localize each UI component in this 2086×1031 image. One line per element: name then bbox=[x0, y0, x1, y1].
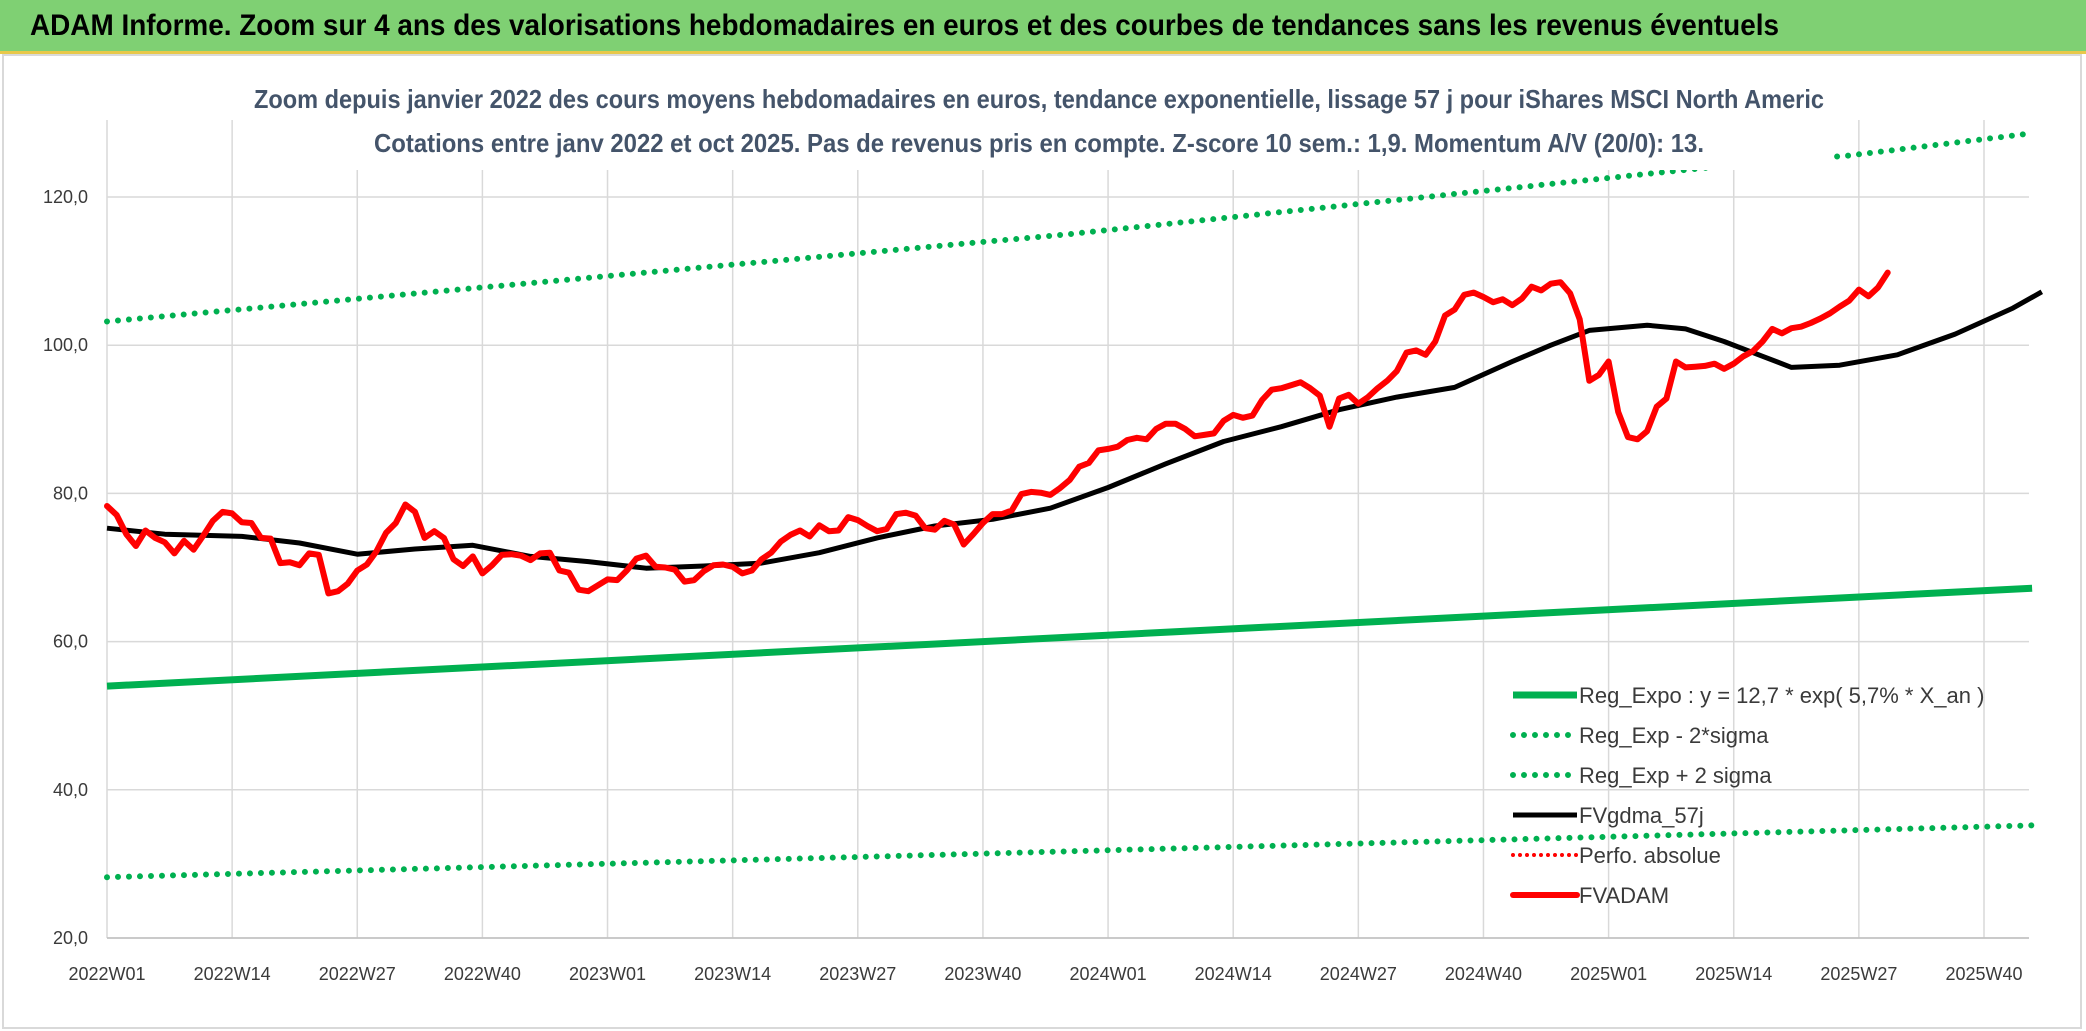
x-tick-label: 2025W40 bbox=[1945, 964, 2022, 984]
report-banner: ADAM Informe. Zoom sur 4 ans des valoris… bbox=[0, 0, 2086, 54]
x-axis-ticks: 2022W01 2022W14 2022W27 2022W40 2023W01 2023W… bbox=[68, 964, 2022, 984]
grid-lines bbox=[106, 120, 2029, 939]
legend-label-fvadam: FVADAM bbox=[1579, 883, 1669, 908]
y-tick-label: 80,0 bbox=[53, 483, 88, 503]
series-lines bbox=[104, 130, 2044, 881]
y-axis-ticks: 20,0 40,0 60,0 80,0 100,0 120,0 bbox=[43, 187, 88, 948]
x-tick-label: 2022W01 bbox=[68, 964, 145, 984]
x-tick-label: 2023W27 bbox=[819, 964, 896, 984]
series-line-fvadam bbox=[104, 269, 1891, 597]
series-line-fvgdma-57j bbox=[106, 289, 2044, 571]
legend-label-reg-exp-2-sigma: Reg_Exp + 2 sigma bbox=[1579, 763, 1772, 788]
x-tick-label: 2025W27 bbox=[1820, 964, 1897, 984]
y-tick-label: 100,0 bbox=[43, 335, 88, 355]
x-tick-label: 2022W40 bbox=[444, 964, 521, 984]
chart-title-line-1: Zoom depuis janvier 2022 des cours moyen… bbox=[254, 84, 1824, 114]
x-tick-label: 2024W01 bbox=[1070, 964, 1147, 984]
x-tick-label: 2023W01 bbox=[569, 964, 646, 984]
report-title: ADAM Informe. Zoom sur 4 ans des valoris… bbox=[30, 9, 1779, 42]
legend-label-perfo-absolue: Perfo. absolue bbox=[1579, 843, 1721, 868]
x-tick-label: 2022W27 bbox=[319, 964, 396, 984]
legend-label-reg-exp-2-sigma: Reg_Exp - 2*sigma bbox=[1579, 723, 1769, 748]
x-tick-label: 2024W27 bbox=[1320, 964, 1397, 984]
x-tick-label: 2025W14 bbox=[1695, 964, 1772, 984]
y-tick-label: 40,0 bbox=[53, 780, 88, 800]
series-line-reg-expo-y-12-7-exp-5-7-x-an bbox=[106, 584, 2033, 690]
y-tick-label: 20,0 bbox=[53, 928, 88, 948]
x-tick-label: 2024W40 bbox=[1445, 964, 1522, 984]
chart-title-line-2: Cotations entre janv 2022 et oct 2025. P… bbox=[374, 128, 1704, 158]
x-tick-label: 2025W01 bbox=[1570, 964, 1647, 984]
y-tick-label: 60,0 bbox=[53, 632, 88, 652]
legend-label-reg-expo-y-12-7-exp-5-7-x-an: Reg_Expo : y = 12,7 * exp( 5,7% * X_an ) bbox=[1579, 683, 1984, 708]
y-tick-label: 120,0 bbox=[43, 187, 88, 207]
legend: Reg_Expo : y = 12,7 * exp( 5,7% * X_an )… bbox=[1510, 683, 1984, 908]
x-tick-label: 2023W14 bbox=[694, 964, 771, 984]
chart-frame bbox=[2, 54, 2082, 1029]
x-tick-label: 2024W14 bbox=[1195, 964, 1272, 984]
legend-label-fvgdma-57j: FVgdma_57j bbox=[1579, 803, 1704, 828]
x-tick-label: 2022W14 bbox=[194, 964, 271, 984]
x-tick-label: 2023W40 bbox=[944, 964, 1021, 984]
title-background bbox=[240, 74, 1830, 170]
series-line-reg-exp-2-sigma bbox=[104, 822, 2036, 881]
